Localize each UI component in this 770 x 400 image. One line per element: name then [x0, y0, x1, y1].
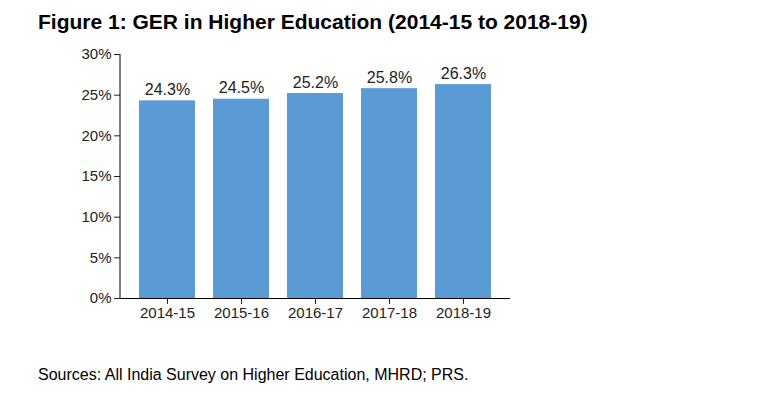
- svg-text:2014-15: 2014-15: [140, 304, 195, 321]
- svg-text:2015-16: 2015-16: [214, 304, 269, 321]
- svg-text:15%: 15%: [81, 167, 111, 184]
- svg-text:25.2%: 25.2%: [293, 74, 338, 91]
- svg-text:25%: 25%: [81, 86, 111, 103]
- svg-text:2018-19: 2018-19: [436, 304, 491, 321]
- svg-text:20%: 20%: [81, 127, 111, 144]
- svg-text:2016-17: 2016-17: [288, 304, 343, 321]
- svg-text:24.3%: 24.3%: [145, 81, 190, 98]
- html-text:Sources: All India Survey on H: Sources: All India Survey on Higher Educ…: [38, 366, 469, 383]
- svg-text:26.3%: 26.3%: [441, 65, 486, 82]
- svg-text:2017-18: 2017-18: [362, 304, 417, 321]
- svg-text:10%: 10%: [81, 208, 111, 225]
- svg-text:30%: 30%: [81, 45, 111, 62]
- html-text:Figure 1: GER in Higher Educat: Figure 1: GER in Higher Education (2014-…: [38, 10, 588, 33]
- svg-text:0%: 0%: [90, 289, 112, 306]
- svg-text:24.5%: 24.5%: [219, 79, 264, 96]
- svg-text:25.8%: 25.8%: [367, 69, 412, 86]
- svg-text:5%: 5%: [90, 249, 112, 266]
